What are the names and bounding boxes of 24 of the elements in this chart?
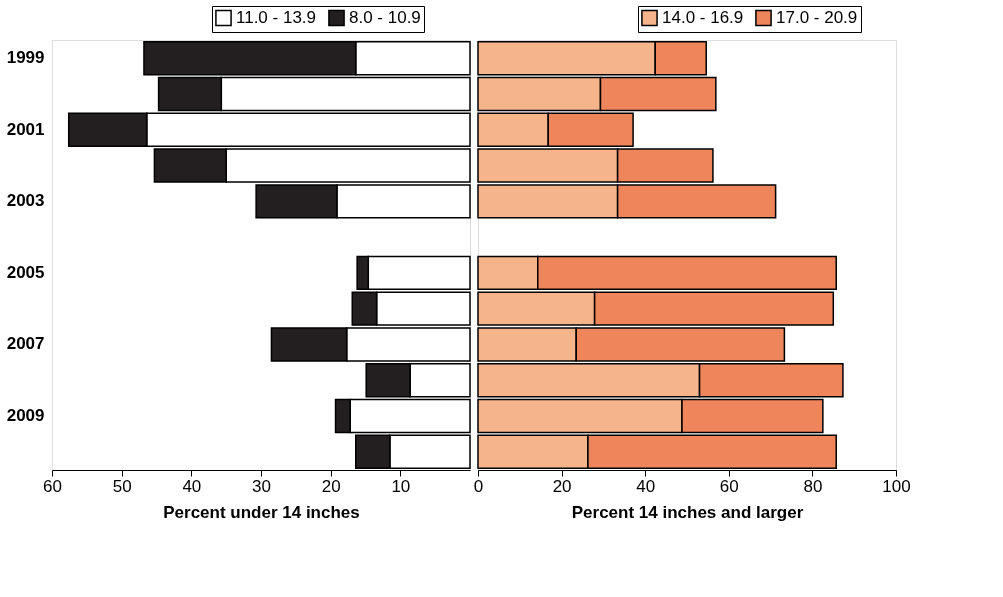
x-tick-label: 0 — [473, 476, 484, 496]
x-tick-label: 20 — [321, 476, 341, 496]
x-tick-label: 60 — [43, 476, 62, 496]
x-tick-label: 20 — [552, 476, 572, 496]
x-tick-label: 10 — [391, 476, 411, 496]
x-tick-label: 40 — [636, 476, 656, 496]
x-tick-label: 40 — [182, 476, 202, 496]
x-tick-label: 50 — [112, 476, 132, 496]
x-tick-label: 80 — [803, 476, 823, 496]
legend-label: 11.0 - 13.9 — [236, 7, 317, 27]
y-tick-label: 2003 — [6, 191, 45, 211]
legend-label: 8.0 - 10.9 — [349, 7, 421, 27]
y-tick-label: 2005 — [6, 262, 45, 282]
y-tick-label: 2001 — [6, 119, 45, 139]
x-tick-label: 30 — [252, 476, 271, 496]
y-tick-label: 2007 — [6, 334, 45, 354]
legend-label: 14.0 - 16.9 — [662, 7, 744, 27]
y-tick-label: 1999 — [6, 48, 45, 68]
x-axis-title: Percent under 14 inches — [163, 502, 360, 522]
y-tick-label: 2009 — [6, 405, 45, 425]
x-tick-label: 60 — [719, 476, 739, 496]
x-axis-title: Percent 14 inches and larger — [571, 502, 804, 522]
x-tick-label: 100 — [882, 476, 911, 496]
legend-label: 17.0 - 20.9 — [776, 7, 858, 27]
